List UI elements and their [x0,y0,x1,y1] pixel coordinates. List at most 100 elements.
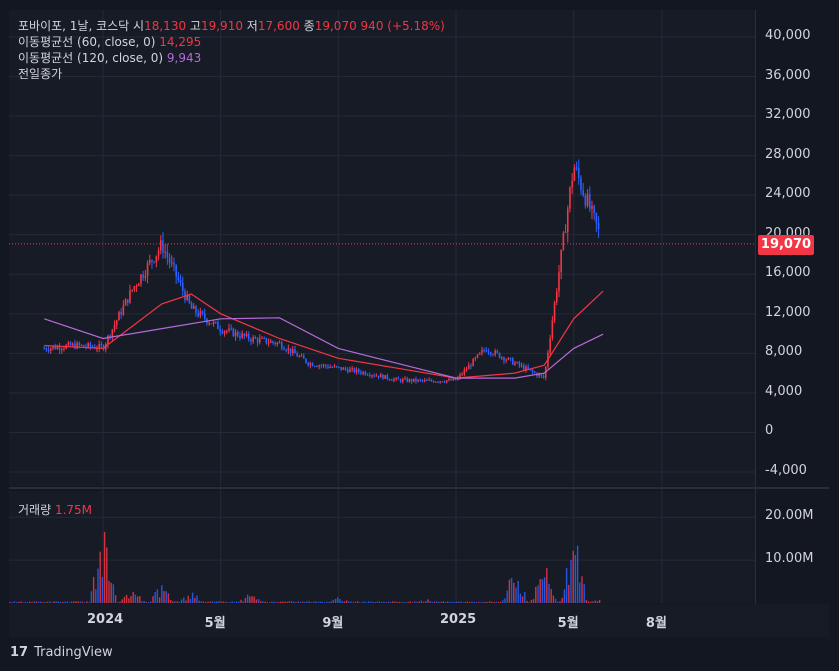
candle-body [241,333,243,338]
price-pane[interactable] [9,10,755,486]
candle-body [267,342,270,344]
volume-bar [354,601,357,603]
candle-body [120,312,122,315]
legend-ma60-row[interactable]: 이동평균선 (60, close, 0) 14,295 [18,34,445,50]
candle-body [500,357,503,359]
candle-body [586,194,589,206]
legend-main-row[interactable]: 포바이포, 1날, 코스닥 시18,130 고19,910 저17,600 종1… [18,18,445,34]
volume-bar [222,601,225,603]
volume-bar [491,601,493,603]
candle-body [485,349,488,352]
brand[interactable]: 𝟭𝟳 TradingView [10,645,113,660]
candle-body [388,378,391,380]
volume-bar [550,589,552,603]
volume-bar [486,602,489,603]
candle-body [302,355,305,359]
volume-bar [198,600,200,603]
volume-bar [519,593,522,603]
main-legend[interactable]: 포바이포, 1날, 코스닥 시18,130 고19,910 저17,600 종1… [18,18,445,82]
candle-body [320,365,323,367]
candle-body [179,280,182,283]
legend-ma60-value: 14,295 [159,35,202,49]
volume-bar [141,601,143,603]
volume-legend[interactable]: 거래량 1.75M [18,501,92,518]
candle-body [298,356,301,358]
candle-body [91,346,94,348]
price-tick-label: 28,000 [765,146,811,162]
volume-bar [117,602,119,603]
candle-body [199,311,202,317]
volume-bar [341,600,343,603]
candle-body [461,374,463,376]
candle-body [439,381,441,383]
volume-bar [356,601,359,603]
candle-body [280,342,283,349]
volume-bar [502,600,504,603]
volume-bar [284,601,286,603]
volume-bar [594,600,596,603]
legend-low-label: 저 [246,19,258,33]
volume-bar [66,601,68,603]
volume-bar [68,602,71,603]
candle-body [210,323,213,325]
candle-body [100,343,103,346]
candle-body [472,358,474,367]
candle-body [151,259,153,262]
volume-bar [438,601,440,603]
time-axis[interactable] [9,604,829,637]
candle-body [514,362,516,365]
volume-bar [405,602,407,603]
volume-bar [400,601,403,603]
candle-body [87,343,89,347]
candle-body [421,379,424,381]
legend-prev-close-row[interactable]: 전일종가 [18,66,445,82]
candle-body [384,375,386,379]
candle-body [412,378,415,382]
price-tick-label: 12,000 [765,304,811,320]
candle-body [448,378,450,381]
candle-body [588,194,591,209]
volume-bar [255,599,258,603]
volume-bar [101,577,104,603]
candle-body [192,306,195,309]
grid-lines [9,10,755,603]
candle-body [368,375,371,377]
legend-ma120-row[interactable]: 이동평균선 (120, close, 0) 9,943 [18,50,445,66]
candle-body [580,178,582,191]
candle-body [322,364,325,366]
volume-bar [414,601,416,603]
volume-bar [374,602,376,603]
candle-body [324,364,327,367]
volume-pane[interactable] [9,491,755,603]
candle-body [203,313,206,319]
candle-body [432,381,435,383]
volume-bar [209,601,211,603]
candle-body [217,321,219,330]
volume-bar [176,601,178,603]
candle-body [276,342,279,345]
volume-bar [552,595,555,603]
volume-bar [420,600,423,603]
candle-body [597,223,600,229]
pane-separator[interactable] [9,487,829,489]
legend-ma60-label: 이동평균선 (60, close, 0) [18,35,156,49]
volume-bar [363,601,365,603]
volume-bar [427,599,429,603]
volume-bar [139,595,141,603]
candle-body [364,371,367,375]
candle-body [401,379,404,382]
legend-high: 19,910 [200,19,243,33]
candle-body [437,381,439,383]
candle-body [456,377,459,381]
volume-bar [598,599,601,603]
volume-bar [381,601,383,603]
volume-bar [95,589,97,603]
candle-body [470,365,472,367]
candle-body [219,329,221,332]
volume-bar [205,602,207,603]
volume-bar [110,582,112,603]
candle-body [146,263,149,276]
candle-body [89,343,92,347]
candle-body [272,341,274,343]
